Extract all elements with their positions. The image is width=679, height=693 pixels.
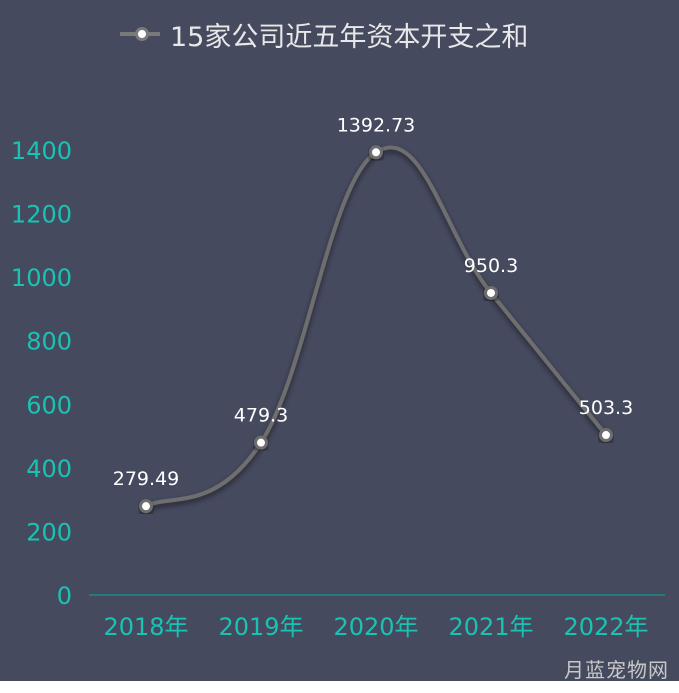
y-tick-label: 0 <box>57 582 72 610</box>
data-labels: 279.49 479.3 1392.73 950.3 503.3 <box>113 114 633 490</box>
x-axis: 2018年 2019年 2020年 2021年 2022年 <box>103 613 648 641</box>
series-line <box>145 145 608 508</box>
watermark: 月蓝宠物网 <box>564 658 669 682</box>
legend-label: 15家公司近五年资本开支之和 <box>170 21 529 53</box>
data-point[interactable] <box>599 428 613 443</box>
data-label: 279.49 <box>113 468 179 490</box>
x-tick-label: 2021年 <box>448 613 533 641</box>
data-point[interactable] <box>139 499 153 514</box>
y-tick-label: 400 <box>26 455 72 483</box>
y-tick-label: 1400 <box>11 137 72 165</box>
data-label: 479.3 <box>234 405 288 427</box>
legend-line-marker-icon <box>120 27 160 41</box>
data-label: 1392.73 <box>337 114 416 136</box>
y-tick-label: 800 <box>26 328 72 356</box>
x-tick-label: 2018年 <box>103 613 188 641</box>
x-tick-label: 2020年 <box>333 613 418 641</box>
y-tick-label: 200 <box>26 518 72 546</box>
data-points <box>139 145 613 514</box>
legend[interactable]: 15家公司近五年资本开支之和 <box>118 14 528 54</box>
y-tick-label: 1000 <box>11 264 72 292</box>
x-tick-label: 2022年 <box>563 613 648 641</box>
x-tick-label: 2019年 <box>218 613 303 641</box>
data-point[interactable] <box>254 435 268 450</box>
data-label: 950.3 <box>464 255 518 277</box>
y-tick-label: 1200 <box>11 201 72 229</box>
y-tick-label: 600 <box>26 391 72 419</box>
data-label: 503.3 <box>579 397 633 419</box>
data-point[interactable] <box>484 285 498 300</box>
data-point[interactable] <box>369 145 383 160</box>
y-axis: 0 200 400 600 800 1000 1200 1400 <box>11 137 72 610</box>
